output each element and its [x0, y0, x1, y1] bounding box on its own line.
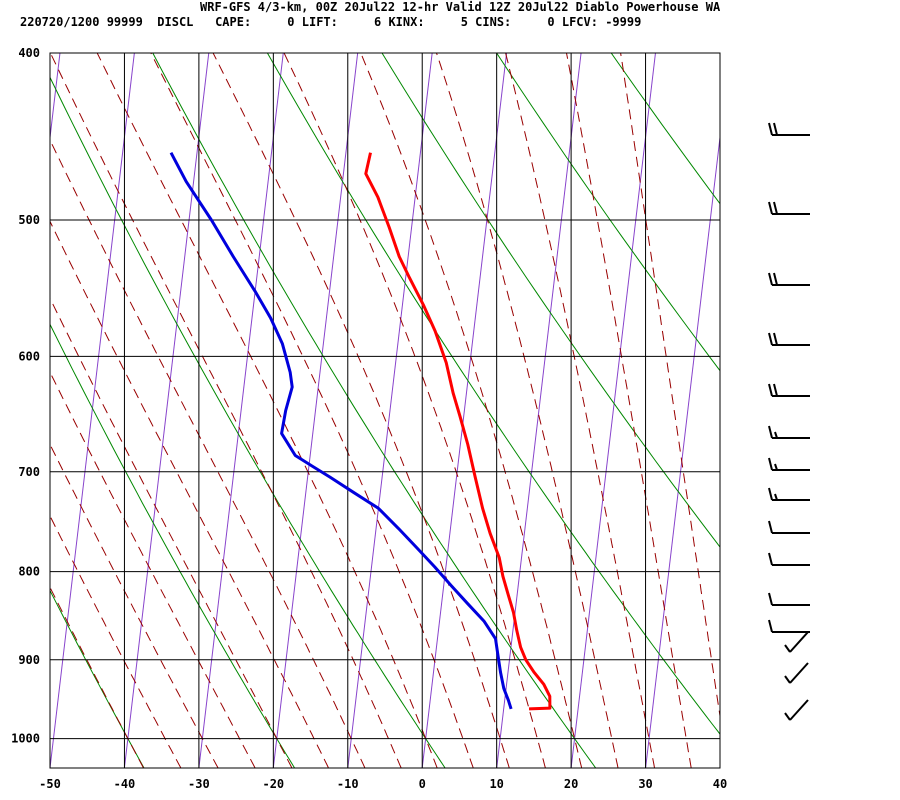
- wind-barbs: [768, 122, 810, 721]
- dry-adiabat-line: [381, 53, 720, 548]
- moist-adiabat-line: [50, 371, 256, 768]
- y-tick-label: 500: [18, 213, 40, 227]
- x-tick-label: -30: [188, 777, 210, 791]
- dry-adiabat-line: [496, 53, 720, 372]
- y-tick-label: 800: [18, 565, 40, 579]
- isotherm-line: [794, 15, 883, 768]
- x-tick-label: 10: [489, 777, 503, 791]
- isotherm-line: [50, 53, 135, 768]
- wind-barb: [768, 619, 810, 633]
- wind-barb: [768, 425, 810, 439]
- wind-barb: [768, 552, 810, 566]
- wind-barb: [768, 457, 810, 471]
- moist-adiabat-line: [620, 53, 720, 720]
- x-tick-label: -10: [337, 777, 359, 791]
- x-tick-label: -50: [39, 777, 61, 791]
- sounding-indices: 220720/1200 99999 DISCL CAPE: 0 LIFT: 6 …: [20, 15, 642, 29]
- x-tick-label: 20: [564, 777, 578, 791]
- x-tick-label: 0: [419, 777, 426, 791]
- moist-adiabat-line: [50, 138, 366, 768]
- isotherm-line: [645, 133, 720, 768]
- axis-tick-labels: 400 500 600 700 800 900 1000 -50 -40 -30 -20 -10 0 10…: [11, 46, 727, 791]
- isotherm-line: [719, 763, 720, 768]
- wind-barb: [768, 383, 810, 397]
- isotherm-line: [198, 53, 284, 768]
- moist-adiabat-line: [50, 297, 293, 768]
- moist-adiabat-line: [96, 53, 438, 768]
- y-tick-label: 900: [18, 653, 40, 667]
- moist-adiabat-line: [150, 53, 474, 768]
- x-tick-label: -20: [262, 777, 284, 791]
- y-tick-label: 1000: [11, 732, 40, 746]
- dry-adiabat-line: [50, 323, 296, 768]
- wind-barb: [768, 201, 810, 215]
- thermo-background-lines: [50, 15, 900, 768]
- chart-title: WRF-GFS 4/3-km, 00Z 20Jul22 12-hr Valid …: [200, 0, 721, 14]
- dewpoint-profile-line: [169, 152, 513, 710]
- pressure-temp-grid: [50, 52, 720, 768]
- dry-adiabat-line: [50, 76, 446, 768]
- temperature-profile-line: [364, 152, 552, 711]
- isotherm-line: [496, 53, 582, 768]
- dry-adiabat-line: [152, 53, 597, 768]
- moist-adiabat-line: [50, 53, 402, 768]
- moist-adiabat-line: [50, 443, 219, 768]
- isotherm-line: [570, 53, 656, 768]
- sounding-series: [169, 152, 552, 711]
- wind-barb: [768, 487, 810, 501]
- isotherm-line: [869, 15, 900, 768]
- x-tick-label: -40: [114, 777, 136, 791]
- moist-adiabat-line: [435, 53, 619, 768]
- isotherm-line: [272, 53, 359, 768]
- moist-adiabat-line: [50, 220, 329, 768]
- isotherm-line: [123, 53, 210, 768]
- moist-adiabat-line: [360, 53, 583, 768]
- wind-barb: [768, 122, 810, 136]
- moist-adiabat-line: [505, 53, 655, 768]
- dry-adiabat-line: [50, 589, 145, 768]
- dry-adiabat-line: [698, 15, 900, 768]
- isotherm-line: [347, 53, 433, 768]
- wind-barb: [768, 520, 810, 534]
- moist-adiabat-line: [283, 53, 546, 768]
- y-tick-label: 600: [18, 349, 40, 363]
- plot-frame: [49, 52, 721, 769]
- moist-adiabat-line: [212, 53, 510, 768]
- dry-adiabat-line: [266, 53, 720, 735]
- wind-barb: [784, 662, 809, 684]
- x-tick-label: 30: [638, 777, 652, 791]
- dry-adiabat-line: [811, 15, 900, 768]
- moist-adiabat-line: [565, 53, 692, 768]
- y-tick-label: 400: [18, 46, 40, 60]
- wind-barb: [768, 272, 810, 286]
- x-tick-label: 40: [713, 777, 727, 791]
- wind-barb: [784, 631, 809, 653]
- y-tick-label: 700: [18, 465, 40, 479]
- wind-barb: [768, 332, 810, 346]
- wind-barb: [784, 699, 809, 721]
- wind-barb: [768, 592, 810, 606]
